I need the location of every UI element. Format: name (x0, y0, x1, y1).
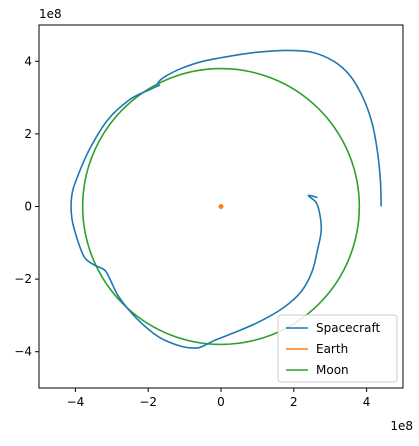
x-tick-label: −4 (67, 395, 85, 409)
y-tick-label: 2 (24, 127, 32, 141)
x-tick-label: 4 (363, 395, 371, 409)
y-scale-offset-label: 1e8 (39, 7, 62, 21)
y-tick-label: −4 (14, 345, 32, 359)
legend-label: Moon (316, 363, 349, 377)
legend-label: Earth (316, 342, 348, 356)
y-tick-label: 0 (24, 200, 32, 214)
x-tick-label: 2 (290, 395, 298, 409)
legend-box (277, 314, 398, 383)
series-line-earth (218, 204, 224, 209)
y-tick-label: 4 (24, 54, 32, 68)
x-tick-label: −2 (139, 395, 157, 409)
series-layer (70, 49, 382, 349)
series-line-spacecraft (70, 49, 382, 349)
series-line-moon (81, 67, 361, 346)
x-tick-label: 0 (217, 395, 225, 409)
x-scale-offset-label: 1e8 (390, 419, 413, 433)
legend: Spacecraft Earth Moon (277, 314, 398, 383)
y-axis-ticks: −4 −2 0 2 4 (14, 54, 39, 359)
x-axis-ticks: −4 −2 0 2 4 (67, 388, 371, 409)
plot-frame (38, 24, 404, 389)
legend-label: Spacecraft (316, 321, 380, 335)
y-tick-label: −2 (14, 272, 32, 286)
